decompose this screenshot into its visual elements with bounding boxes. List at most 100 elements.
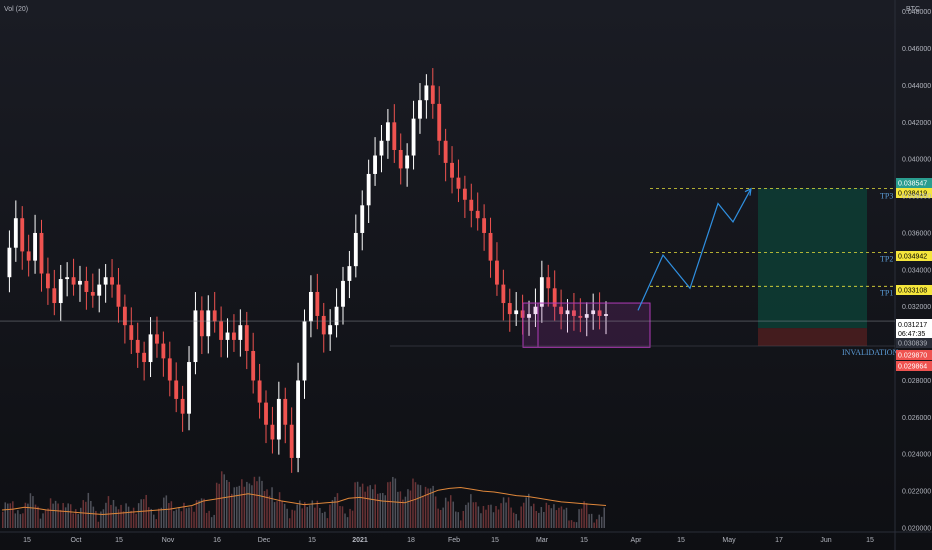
candle-body <box>142 352 147 363</box>
volume-bar <box>243 486 246 528</box>
volume-bar <box>32 496 34 528</box>
candle-body <box>97 284 102 296</box>
candle-body <box>251 350 256 381</box>
price-tag-label: 0.038419 <box>898 191 927 198</box>
candle-body <box>90 291 95 296</box>
x-tick-label: Nov <box>162 537 175 544</box>
volume-bar <box>122 511 125 528</box>
price-tag-label: 0.029864 <box>898 364 927 371</box>
volume-bar <box>520 506 522 528</box>
volume-bar <box>553 504 555 528</box>
candle-body <box>58 279 63 304</box>
volume-bar <box>178 507 180 528</box>
long-position-zone[interactable] <box>758 188 867 329</box>
volume-bar <box>361 483 364 528</box>
volume-bar <box>218 483 220 528</box>
candle-body <box>552 288 557 307</box>
volume-bar <box>507 497 510 528</box>
volume-bar <box>298 500 301 528</box>
x-tick-label: 15 <box>491 537 499 544</box>
currency-label: BTC <box>906 6 920 13</box>
volume-bar <box>366 486 369 528</box>
volume-bar <box>256 481 258 528</box>
y-tick-label: 0.042000 <box>902 120 931 127</box>
volume-bar <box>449 495 452 528</box>
candle-body <box>174 380 179 399</box>
volume-bar <box>603 507 605 528</box>
volume-indicator-label[interactable]: Vol (20) <box>4 6 28 13</box>
volume-bar <box>276 501 278 528</box>
volume-bar <box>341 506 344 528</box>
volume-bar <box>346 517 349 528</box>
volume-bar <box>278 492 281 528</box>
volume-bar <box>414 482 417 528</box>
volume-bar <box>14 513 17 528</box>
volume-bar <box>407 489 409 528</box>
volume-bar <box>399 491 402 528</box>
volume-bar <box>72 513 74 528</box>
volume-bar <box>452 501 454 528</box>
volume-bar <box>142 499 145 528</box>
candle-body <box>334 306 339 326</box>
volume-bar <box>379 493 382 528</box>
candle-body <box>232 332 236 340</box>
volume-bar <box>331 500 334 528</box>
volume-bar <box>27 503 29 528</box>
candle-body <box>199 310 204 337</box>
price-tag <box>896 338 932 348</box>
volume-bar <box>447 501 449 528</box>
volume-bar <box>560 506 563 528</box>
volume-bar <box>444 497 447 528</box>
volume-bar <box>203 498 205 528</box>
volume-bar <box>102 509 105 528</box>
volume-bar <box>44 510 47 528</box>
price-tag <box>896 285 932 295</box>
volume-bar <box>190 506 193 528</box>
candle-body <box>187 362 191 414</box>
volume-bar <box>429 488 432 528</box>
volume-bar <box>369 485 371 528</box>
volume-bar <box>62 503 64 528</box>
take-profit-label: TP1 <box>880 288 893 297</box>
volume-bar <box>404 496 407 528</box>
volume-bar <box>336 493 339 528</box>
volume-bar <box>268 495 271 528</box>
volume-bar <box>228 481 231 528</box>
candle-body <box>385 122 390 141</box>
candle-body <box>155 334 159 344</box>
candle-body <box>244 325 249 351</box>
volume-bar <box>231 493 233 528</box>
x-tick-label: 15 <box>580 537 588 544</box>
candle-body <box>148 334 153 363</box>
volume-bar <box>424 486 427 528</box>
stop-loss-zone[interactable] <box>758 328 867 346</box>
volume-bar <box>258 476 261 528</box>
projection-arrow-line[interactable] <box>637 188 752 311</box>
price-tag-label: 0.029870 <box>898 353 927 360</box>
x-tick-label: 2021 <box>352 537 368 544</box>
volume-bar <box>334 496 336 528</box>
y-tick-label: 0.024000 <box>902 452 931 459</box>
volume-bar <box>236 486 238 528</box>
volume-bar <box>525 497 527 528</box>
y-tick-label: 0.032000 <box>902 304 931 311</box>
y-tick-label: 0.026000 <box>902 415 931 422</box>
candle-body <box>33 232 37 261</box>
volume-bar <box>394 478 397 528</box>
volume-ma-line <box>1 486 607 516</box>
candle-body <box>597 310 602 316</box>
volume-bar <box>92 506 95 528</box>
candle-body <box>110 277 114 285</box>
candle-body <box>180 398 185 414</box>
volume-bar <box>85 501 87 528</box>
volume-bar <box>344 513 346 528</box>
consolidation-box[interactable] <box>522 302 651 348</box>
volume-bar <box>467 502 470 528</box>
price-tag-label: 0.030839 <box>898 341 927 348</box>
volume-bar <box>402 499 404 528</box>
volume-bar <box>455 511 457 528</box>
volume-bar <box>354 482 356 528</box>
volume-bar <box>502 497 505 528</box>
